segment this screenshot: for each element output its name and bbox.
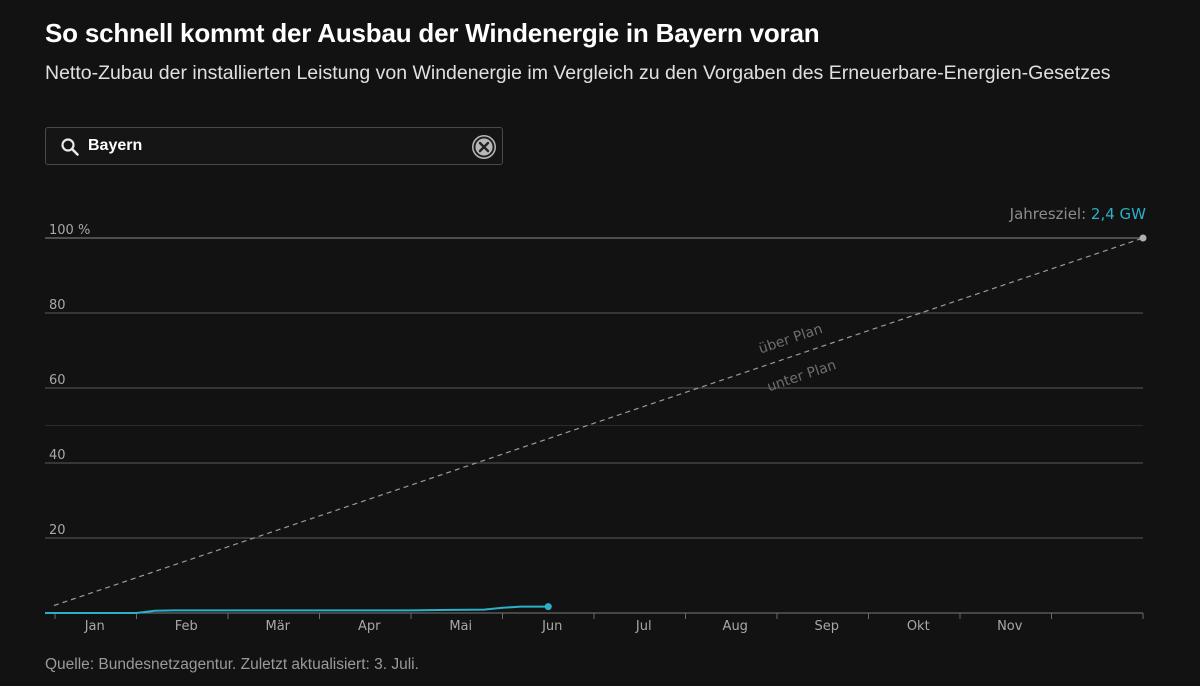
- goal-point: [1139, 234, 1147, 242]
- actual-line: [45, 605, 549, 614]
- y-tick-label-100: 100 %: [49, 223, 90, 238]
- x-tick-label-Jan: Jan: [84, 619, 105, 634]
- search-icon: [61, 138, 79, 156]
- x-tick-label-Jun: Jun: [541, 619, 562, 634]
- x-tick-label-Mär: Mär: [265, 619, 290, 634]
- plan-line: [53, 237, 1144, 607]
- plan-below-label: unter Plan: [765, 357, 838, 395]
- chart-subtitle: Netto-Zubau der installierten Leistung v…: [45, 62, 1111, 84]
- y-tick-label-80: 80: [49, 298, 66, 313]
- search-input[interactable]: Bayern: [88, 137, 143, 154]
- search-box[interactable]: Bayern: [45, 127, 503, 165]
- source-note: Quelle: Bundesnetzagentur. Zuletzt aktua…: [45, 656, 419, 673]
- chart-title: So schnell kommt der Ausbau der Windener…: [45, 18, 820, 48]
- close-icon: [473, 136, 495, 158]
- series: [45, 234, 1147, 614]
- x-tick-label-Mai: Mai: [449, 619, 472, 634]
- x-tick-label-Apr: Apr: [358, 619, 381, 634]
- plan-above-label: über Plan: [757, 321, 825, 357]
- clear-search-button[interactable]: [472, 135, 496, 159]
- x-tick-label-Jul: Jul: [635, 619, 652, 634]
- goal-label: Jahresziel: 2,4 GW: [1009, 205, 1147, 223]
- y-tick-label-40: 40: [49, 448, 66, 463]
- goal-value: 2,4 GW: [1091, 205, 1146, 223]
- x-tick-label-Sep: Sep: [814, 619, 839, 634]
- x-tick-label-Feb: Feb: [175, 619, 198, 634]
- actual-endpoint: [544, 603, 552, 611]
- goal-label-text: Jahresziel:: [1009, 205, 1091, 223]
- grid-lines: 20 40 60 80 100 %: [45, 223, 1143, 539]
- x-axis: Jan Feb Mär Apr Mai Jun Jul Aug Sep Okt Nov: [45, 612, 1144, 634]
- x-tick-label-Okt: Okt: [907, 619, 930, 634]
- line-chart: 20 40 60 80 100 % Jan Feb Mär Apr Mai Jun Jul Aug Se…: [45, 205, 1147, 634]
- y-tick-label-60: 60: [49, 373, 66, 388]
- x-tick-label-Aug: Aug: [723, 619, 748, 634]
- y-tick-label-20: 20: [49, 523, 66, 538]
- x-tick-label-Nov: Nov: [997, 619, 1023, 634]
